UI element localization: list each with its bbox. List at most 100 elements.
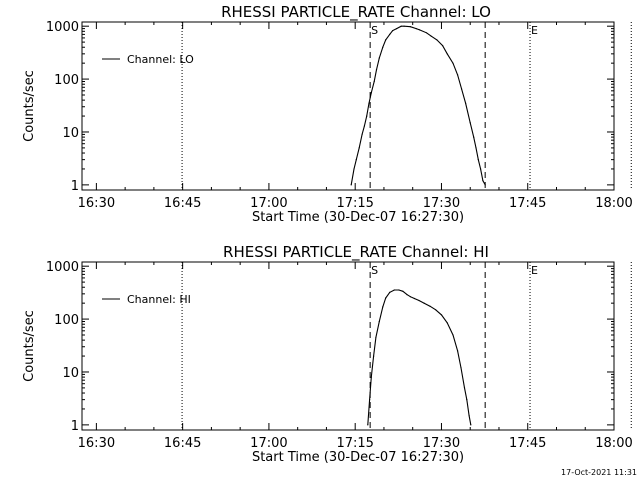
x-tick-label: 17:15 (336, 196, 373, 211)
data-point (400, 25, 402, 27)
data-point (392, 30, 394, 32)
data-point (473, 136, 475, 138)
data-point (361, 133, 363, 135)
x-tick-label: 17:15 (336, 436, 373, 451)
data-point (461, 88, 463, 90)
data-point (484, 184, 486, 186)
axis-frame (81, 261, 615, 431)
data-point (353, 168, 355, 170)
data-point (403, 25, 405, 27)
data-point (442, 45, 444, 47)
data-point (465, 102, 467, 104)
y-tick-label: 1000 (46, 20, 79, 35)
data-point (418, 299, 420, 302)
data-point (436, 39, 438, 41)
x-tick-label: 16:45 (164, 196, 201, 211)
chart-panel-lo: RHESSI PARTICLE_RATE Channel: LO S E 16:30 1… (22, 3, 633, 225)
data-point (409, 26, 411, 28)
data-point (375, 69, 378, 71)
y-axis-label: Counts/sec (22, 70, 37, 142)
data-point (373, 355, 375, 357)
x-tick-label: 17:45 (509, 196, 546, 211)
data-point (398, 289, 400, 291)
data-point (460, 367, 462, 369)
x-tick-label: 17:00 (250, 436, 287, 451)
data-point (385, 297, 387, 299)
data-point (375, 336, 377, 338)
data-point (423, 302, 425, 304)
data-point (350, 184, 352, 186)
data-point (367, 424, 369, 426)
data-point (435, 309, 437, 311)
data-point (370, 376, 372, 378)
y-tick-label: 1 (71, 419, 79, 434)
data-point (406, 294, 408, 296)
data-point (402, 290, 404, 292)
data-point (378, 320, 380, 323)
data-point (457, 74, 459, 76)
data-point (446, 53, 448, 55)
data-point (396, 28, 398, 30)
data-point (355, 159, 357, 161)
timestamp-label: 17-Oct-2021 11:31 (561, 468, 637, 477)
data-point (363, 125, 365, 127)
data-point (373, 80, 375, 83)
y-tick-label: 100 (54, 73, 79, 88)
marker-label: E (531, 24, 538, 37)
data-point (369, 399, 371, 401)
x-tick-label: 17:30 (423, 196, 460, 211)
data-point (469, 122, 471, 124)
data-point (466, 399, 468, 401)
data-point (463, 387, 466, 389)
x-tick-label: 16:30 (78, 436, 115, 451)
legend-label: Channel: HI (127, 293, 191, 306)
data-point (419, 29, 421, 31)
data-point (475, 147, 477, 149)
marker-label: S (371, 24, 378, 37)
data-point (413, 297, 415, 300)
x-tick-label: 17:45 (509, 436, 546, 451)
data-point (382, 46, 384, 48)
series-line (350, 25, 486, 186)
data-point (389, 291, 391, 293)
data-point (480, 168, 482, 170)
marker-label: S (371, 264, 378, 277)
data-point (358, 147, 360, 149)
data-point (366, 115, 368, 117)
y-tick-label: 1000 (46, 260, 79, 275)
data-point (378, 57, 380, 59)
data-point (470, 424, 472, 426)
y-axis-label: Counts/sec (22, 310, 37, 382)
data-point (415, 28, 417, 30)
data-point (409, 296, 411, 298)
data-point (477, 159, 479, 161)
data-point (452, 62, 454, 64)
y-tick-label: 10 (62, 126, 79, 141)
series-line (367, 289, 472, 425)
x-tick-label: 17:30 (423, 436, 460, 451)
data-point (430, 35, 432, 37)
data-point (452, 334, 454, 336)
x-tick-label: 18:00 (595, 196, 632, 211)
data-point (457, 350, 459, 352)
chart-panel-hi: RHESSI PARTICLE_RATE Channel: HI S E 16:30 1… (22, 243, 633, 465)
data-point (429, 305, 431, 307)
x-tick-label: 17:00 (250, 196, 287, 211)
data-point (468, 415, 470, 417)
data-point (382, 306, 384, 308)
marker-label: E (531, 264, 538, 277)
data-point (393, 289, 395, 291)
x-tick-label: 18:00 (595, 436, 632, 451)
data-point (440, 314, 443, 316)
x-tick-label: 16:45 (164, 436, 201, 451)
data-point (482, 180, 484, 182)
x-axis-label: Start Time (30-Dec-07 16:27:30) (252, 450, 464, 465)
chart-title: RHESSI PARTICLE_RATE Channel: HI (223, 243, 489, 262)
x-tick-label: 16:30 (78, 196, 115, 211)
data-point (385, 39, 387, 41)
data-point (368, 102, 370, 104)
y-tick-label: 1 (71, 179, 79, 194)
y-tick-label: 10 (62, 366, 79, 381)
